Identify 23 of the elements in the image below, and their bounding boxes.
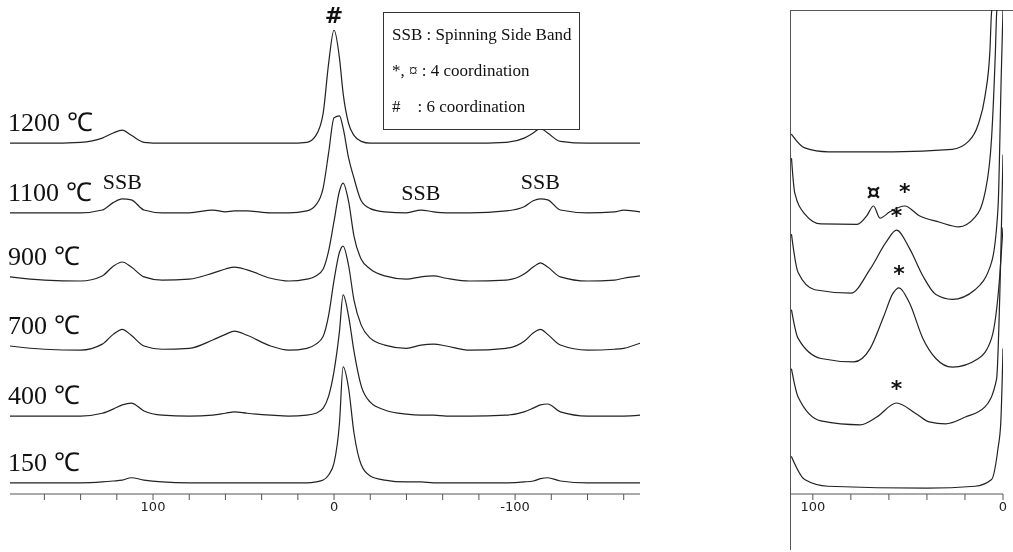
annotation: * [890, 203, 903, 229]
series-label: 1100 ℃ [8, 176, 92, 209]
x-tick-label: 100 [140, 499, 166, 515]
annotation: *, ¤ : 4 coordination [392, 60, 531, 82]
annotation: # : 6 coordination [392, 96, 527, 118]
x-tick-label: -100 [500, 499, 530, 515]
annotation: SSB [520, 168, 560, 194]
series-label: 150 ℃ [8, 446, 80, 479]
series-label: 900 ℃ [8, 240, 80, 273]
annotation: * [890, 376, 903, 401]
annotation: SSB : Spinning Side Band [392, 24, 572, 46]
series-label: 700 ℃ [8, 309, 80, 342]
x-tick-label: 100 [800, 499, 826, 515]
annotation: SSB [401, 180, 441, 206]
series-label: 1200 ℃ [8, 107, 93, 140]
annotation: SSB [102, 168, 142, 194]
annotation: # [324, 3, 344, 28]
x-tick-label: 0 [329, 499, 339, 515]
annotation: * [898, 179, 911, 205]
annotation: * [893, 260, 905, 286]
series-label: 400 ℃ [8, 380, 80, 413]
annotation: ¤ [866, 179, 881, 205]
x-tick-label: 0 [998, 499, 1008, 515]
